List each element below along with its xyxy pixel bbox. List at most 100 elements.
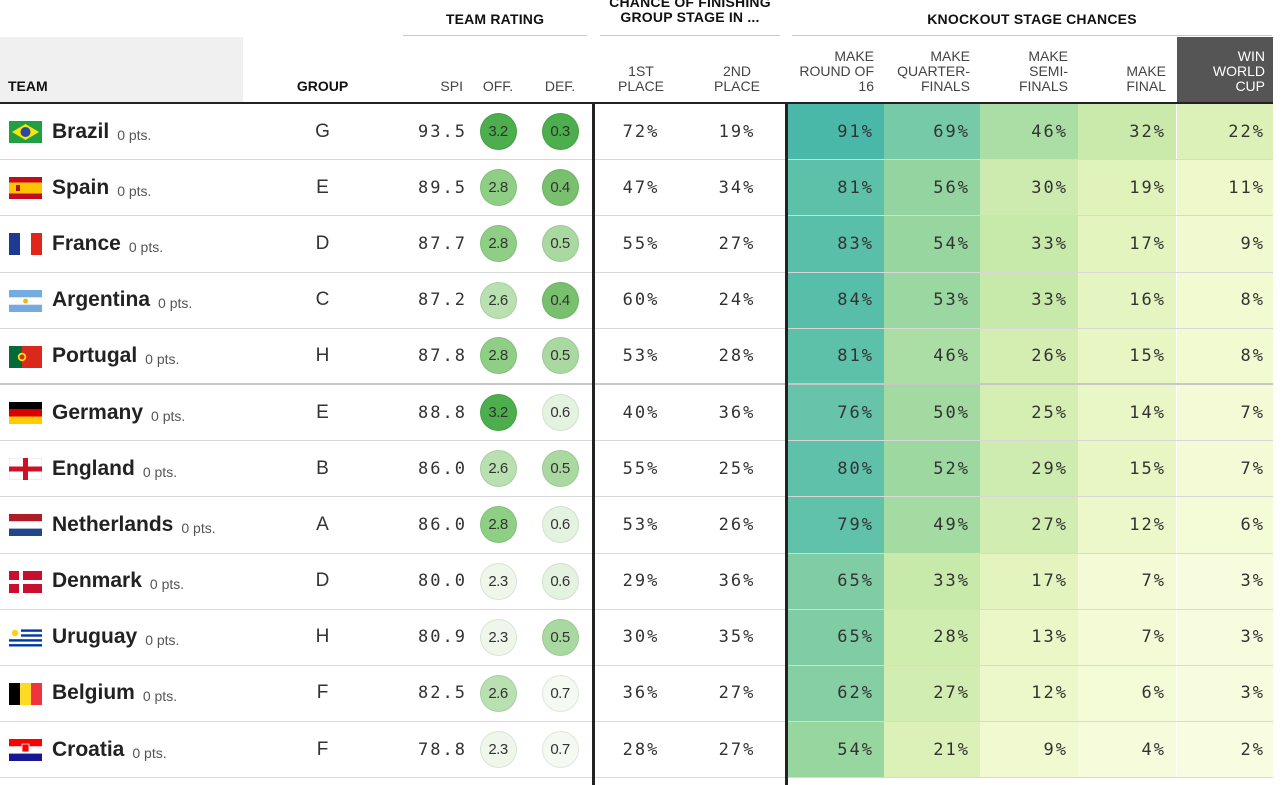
table-row[interactable]: Belgium 0 pts. F 82.5 2.6 0.7 36% 27% 62… bbox=[0, 665, 1273, 723]
first-place-pct: 47% bbox=[622, 177, 660, 198]
table-row[interactable]: Uruguay 0 pts. H 80.9 2.3 0.5 30% 35% 65… bbox=[0, 609, 1273, 666]
table-row[interactable]: Portugal 0 pts. H 87.8 2.8 0.5 53% 28% 8… bbox=[0, 328, 1273, 385]
quarterfinals-pct: 28% bbox=[884, 609, 980, 665]
column-header-quarterfinals[interactable]: MAKE QUARTER- FINALS bbox=[884, 37, 980, 102]
semifinals-pct: 25% bbox=[980, 384, 1078, 441]
team-name: England bbox=[52, 456, 135, 480]
first-place-pct: 60% bbox=[622, 290, 660, 311]
header-rule bbox=[792, 35, 1272, 36]
table-row[interactable]: Croatia 0 pts. F 78.8 2.3 0.7 28% 27% 54… bbox=[0, 722, 1273, 779]
netherlands-flag-icon bbox=[9, 514, 42, 537]
team-name-cell[interactable]: Germany 0 pts. bbox=[52, 385, 185, 440]
first-place-pct: 29% bbox=[622, 571, 660, 592]
uruguay-flag-icon bbox=[9, 626, 42, 649]
defense-cell: 0.5 bbox=[536, 216, 584, 271]
team-name-cell[interactable]: France 0 pts. bbox=[52, 216, 163, 271]
belgium-flag-icon bbox=[9, 682, 42, 705]
first-place-pct: 40% bbox=[622, 402, 660, 423]
team-name-cell[interactable]: Uruguay 0 pts. bbox=[52, 610, 179, 665]
team-name-cell[interactable]: Spain 0 pts. bbox=[52, 160, 151, 215]
first-place-pct: 28% bbox=[622, 739, 660, 760]
column-header-second-place[interactable]: 2ND PLACE bbox=[695, 37, 779, 102]
column-header-spi[interactable]: SPI bbox=[405, 37, 467, 102]
team-name-cell[interactable]: Brazil 0 pts. bbox=[52, 104, 151, 159]
header-rule bbox=[600, 35, 780, 36]
offense-rating-bubble: 2.3 bbox=[479, 562, 517, 600]
column-header-final[interactable]: MAKE FINAL bbox=[1078, 37, 1176, 102]
offense-rating-bubble: 3.2 bbox=[479, 113, 517, 151]
final-pct: 15% bbox=[1078, 441, 1176, 497]
defense-rating-bubble: 0.5 bbox=[541, 225, 579, 263]
team-name-cell[interactable]: Croatia 0 pts. bbox=[52, 722, 167, 777]
team-name-cell[interactable]: Argentina 0 pts. bbox=[52, 273, 192, 328]
table-row[interactable]: Denmark 0 pts. D 80.0 2.3 0.6 29% 36% 65… bbox=[0, 553, 1273, 610]
team-name-cell[interactable]: England 0 pts. bbox=[52, 441, 177, 496]
semifinals-pct: 12% bbox=[980, 665, 1078, 722]
round-of-16-pct: 62% bbox=[788, 665, 884, 722]
table-row[interactable]: Germany 0 pts. E 88.8 3.2 0.6 40% 36% 76… bbox=[0, 384, 1273, 442]
table-row[interactable]: Netherlands 0 pts. A 86.0 2.8 0.6 53% 26… bbox=[0, 497, 1273, 554]
team-group: D bbox=[315, 570, 330, 592]
offense-rating-bubble: 2.8 bbox=[479, 337, 517, 375]
table-row[interactable]: Brazil 0 pts. G 93.5 3.2 0.3 72% 19% 91%… bbox=[0, 104, 1273, 161]
team-name-cell[interactable]: Belgium 0 pts. bbox=[52, 666, 177, 721]
defense-cell: 0.5 bbox=[536, 610, 584, 665]
team-name: Croatia bbox=[52, 737, 125, 761]
team-group: E bbox=[316, 401, 329, 423]
column-header-label: 2ND bbox=[722, 63, 751, 79]
team-points: 0 pts. bbox=[145, 632, 180, 649]
second-place-pct: 35% bbox=[718, 627, 756, 648]
team-spi: 93.5 bbox=[418, 121, 467, 142]
column-header-label: MAKE bbox=[930, 48, 970, 64]
round-of-16-pct: 79% bbox=[788, 497, 884, 553]
defense-rating-bubble: 0.5 bbox=[541, 618, 579, 656]
column-header-group[interactable]: GROUP bbox=[270, 37, 375, 102]
first-place-pct: 53% bbox=[622, 345, 660, 366]
column-header-off[interactable]: OFF. bbox=[474, 37, 522, 102]
team-name-cell[interactable]: Netherlands 0 pts. bbox=[52, 497, 216, 552]
table-row[interactable]: England 0 pts. B 86.0 2.6 0.5 55% 25% 80… bbox=[0, 441, 1273, 498]
france-flag-icon bbox=[9, 233, 42, 256]
column-header-win-world-cup[interactable]: WIN WORLD CUP bbox=[1177, 37, 1273, 102]
team-name: Germany bbox=[52, 400, 144, 424]
team-name-cell[interactable]: Denmark 0 pts. bbox=[52, 554, 184, 609]
win-world-cup-pct: 8% bbox=[1177, 328, 1273, 383]
team-points: 0 pts. bbox=[142, 688, 178, 705]
table-row[interactable]: Spain 0 pts. E 89.5 2.8 0.4 47% 34% 81% … bbox=[0, 160, 1273, 217]
team-group: A bbox=[316, 513, 329, 535]
win-world-cup-pct: 2% bbox=[1177, 722, 1273, 778]
semifinals-pct: 29% bbox=[980, 441, 1078, 497]
first-place-pct: 72% bbox=[622, 121, 660, 142]
column-header-semifinals[interactable]: MAKE SEMI- FINALS bbox=[980, 37, 1078, 102]
defense-cell: 0.7 bbox=[536, 722, 584, 777]
team-group: H bbox=[315, 626, 330, 648]
team-spi: 82.5 bbox=[418, 683, 467, 704]
win-world-cup-pct: 7% bbox=[1177, 384, 1273, 441]
second-place-pct: 28% bbox=[718, 345, 756, 366]
table-row[interactable]: Argentina 0 pts. C 87.2 2.6 0.4 60% 24% … bbox=[0, 272, 1273, 329]
team-points: 0 pts. bbox=[117, 182, 152, 199]
team-name: Spain bbox=[52, 175, 110, 199]
defense-rating-bubble: 0.5 bbox=[541, 337, 579, 375]
team-points: 0 pts. bbox=[151, 407, 186, 424]
column-header-round-of-16[interactable]: MAKE ROUND OF 16 bbox=[788, 37, 884, 102]
quarterfinals-pct: 52% bbox=[884, 441, 980, 497]
win-world-cup-pct: 3% bbox=[1177, 609, 1273, 665]
team-name: Portugal bbox=[52, 343, 138, 367]
table-row[interactable]: France 0 pts. D 87.7 2.8 0.5 55% 27% 83%… bbox=[0, 216, 1273, 273]
header-rule bbox=[403, 35, 587, 36]
team-name: France bbox=[52, 231, 121, 255]
offense-rating-bubble: 2.8 bbox=[479, 225, 517, 263]
defense-rating-bubble: 0.7 bbox=[541, 731, 579, 769]
final-pct: 14% bbox=[1078, 384, 1176, 441]
team-points: 0 pts. bbox=[142, 463, 178, 480]
column-header-def[interactable]: DEF. bbox=[536, 37, 584, 102]
win-world-cup-pct: 8% bbox=[1177, 272, 1273, 328]
team-name-cell[interactable]: Portugal 0 pts. bbox=[52, 329, 179, 383]
quarterfinals-pct: 50% bbox=[884, 384, 980, 441]
column-header-team[interactable]: TEAM bbox=[0, 37, 243, 102]
offense-cell: 2.6 bbox=[474, 666, 522, 721]
defense-rating-bubble: 0.6 bbox=[541, 506, 579, 544]
column-header-first-place[interactable]: 1ST PLACE bbox=[600, 37, 682, 102]
column-header-label: TEAM bbox=[8, 78, 48, 94]
